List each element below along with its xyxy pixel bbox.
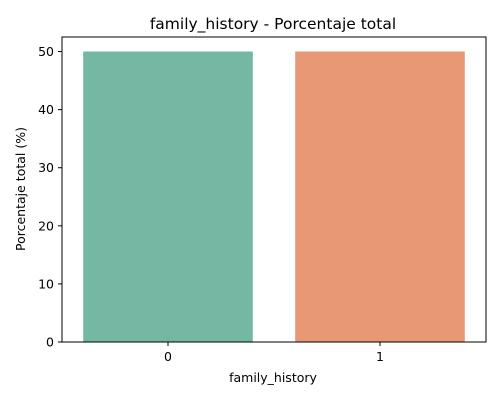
y-tick-label: 30: [38, 160, 54, 175]
y-axis: 0 10 20 30 40 50: [38, 44, 62, 350]
y-tick-label: 0: [46, 335, 54, 350]
bar-1: [295, 51, 465, 342]
x-axis-label: family_history: [229, 370, 317, 385]
y-tick-label: 50: [38, 44, 54, 59]
x-tick-label: 0: [164, 349, 172, 364]
x-tick-label: 1: [376, 349, 384, 364]
chart-title: family_history - Porcentaje total: [150, 15, 396, 34]
y-tick-label: 10: [38, 276, 54, 291]
bar-0: [83, 51, 253, 342]
y-axis-label: Porcentaje total (%): [13, 127, 28, 251]
bars-layer: [83, 51, 465, 342]
plot-frame: [61, 36, 487, 343]
y-tick-label: 20: [38, 218, 54, 233]
y-tick-label: 40: [38, 102, 54, 117]
